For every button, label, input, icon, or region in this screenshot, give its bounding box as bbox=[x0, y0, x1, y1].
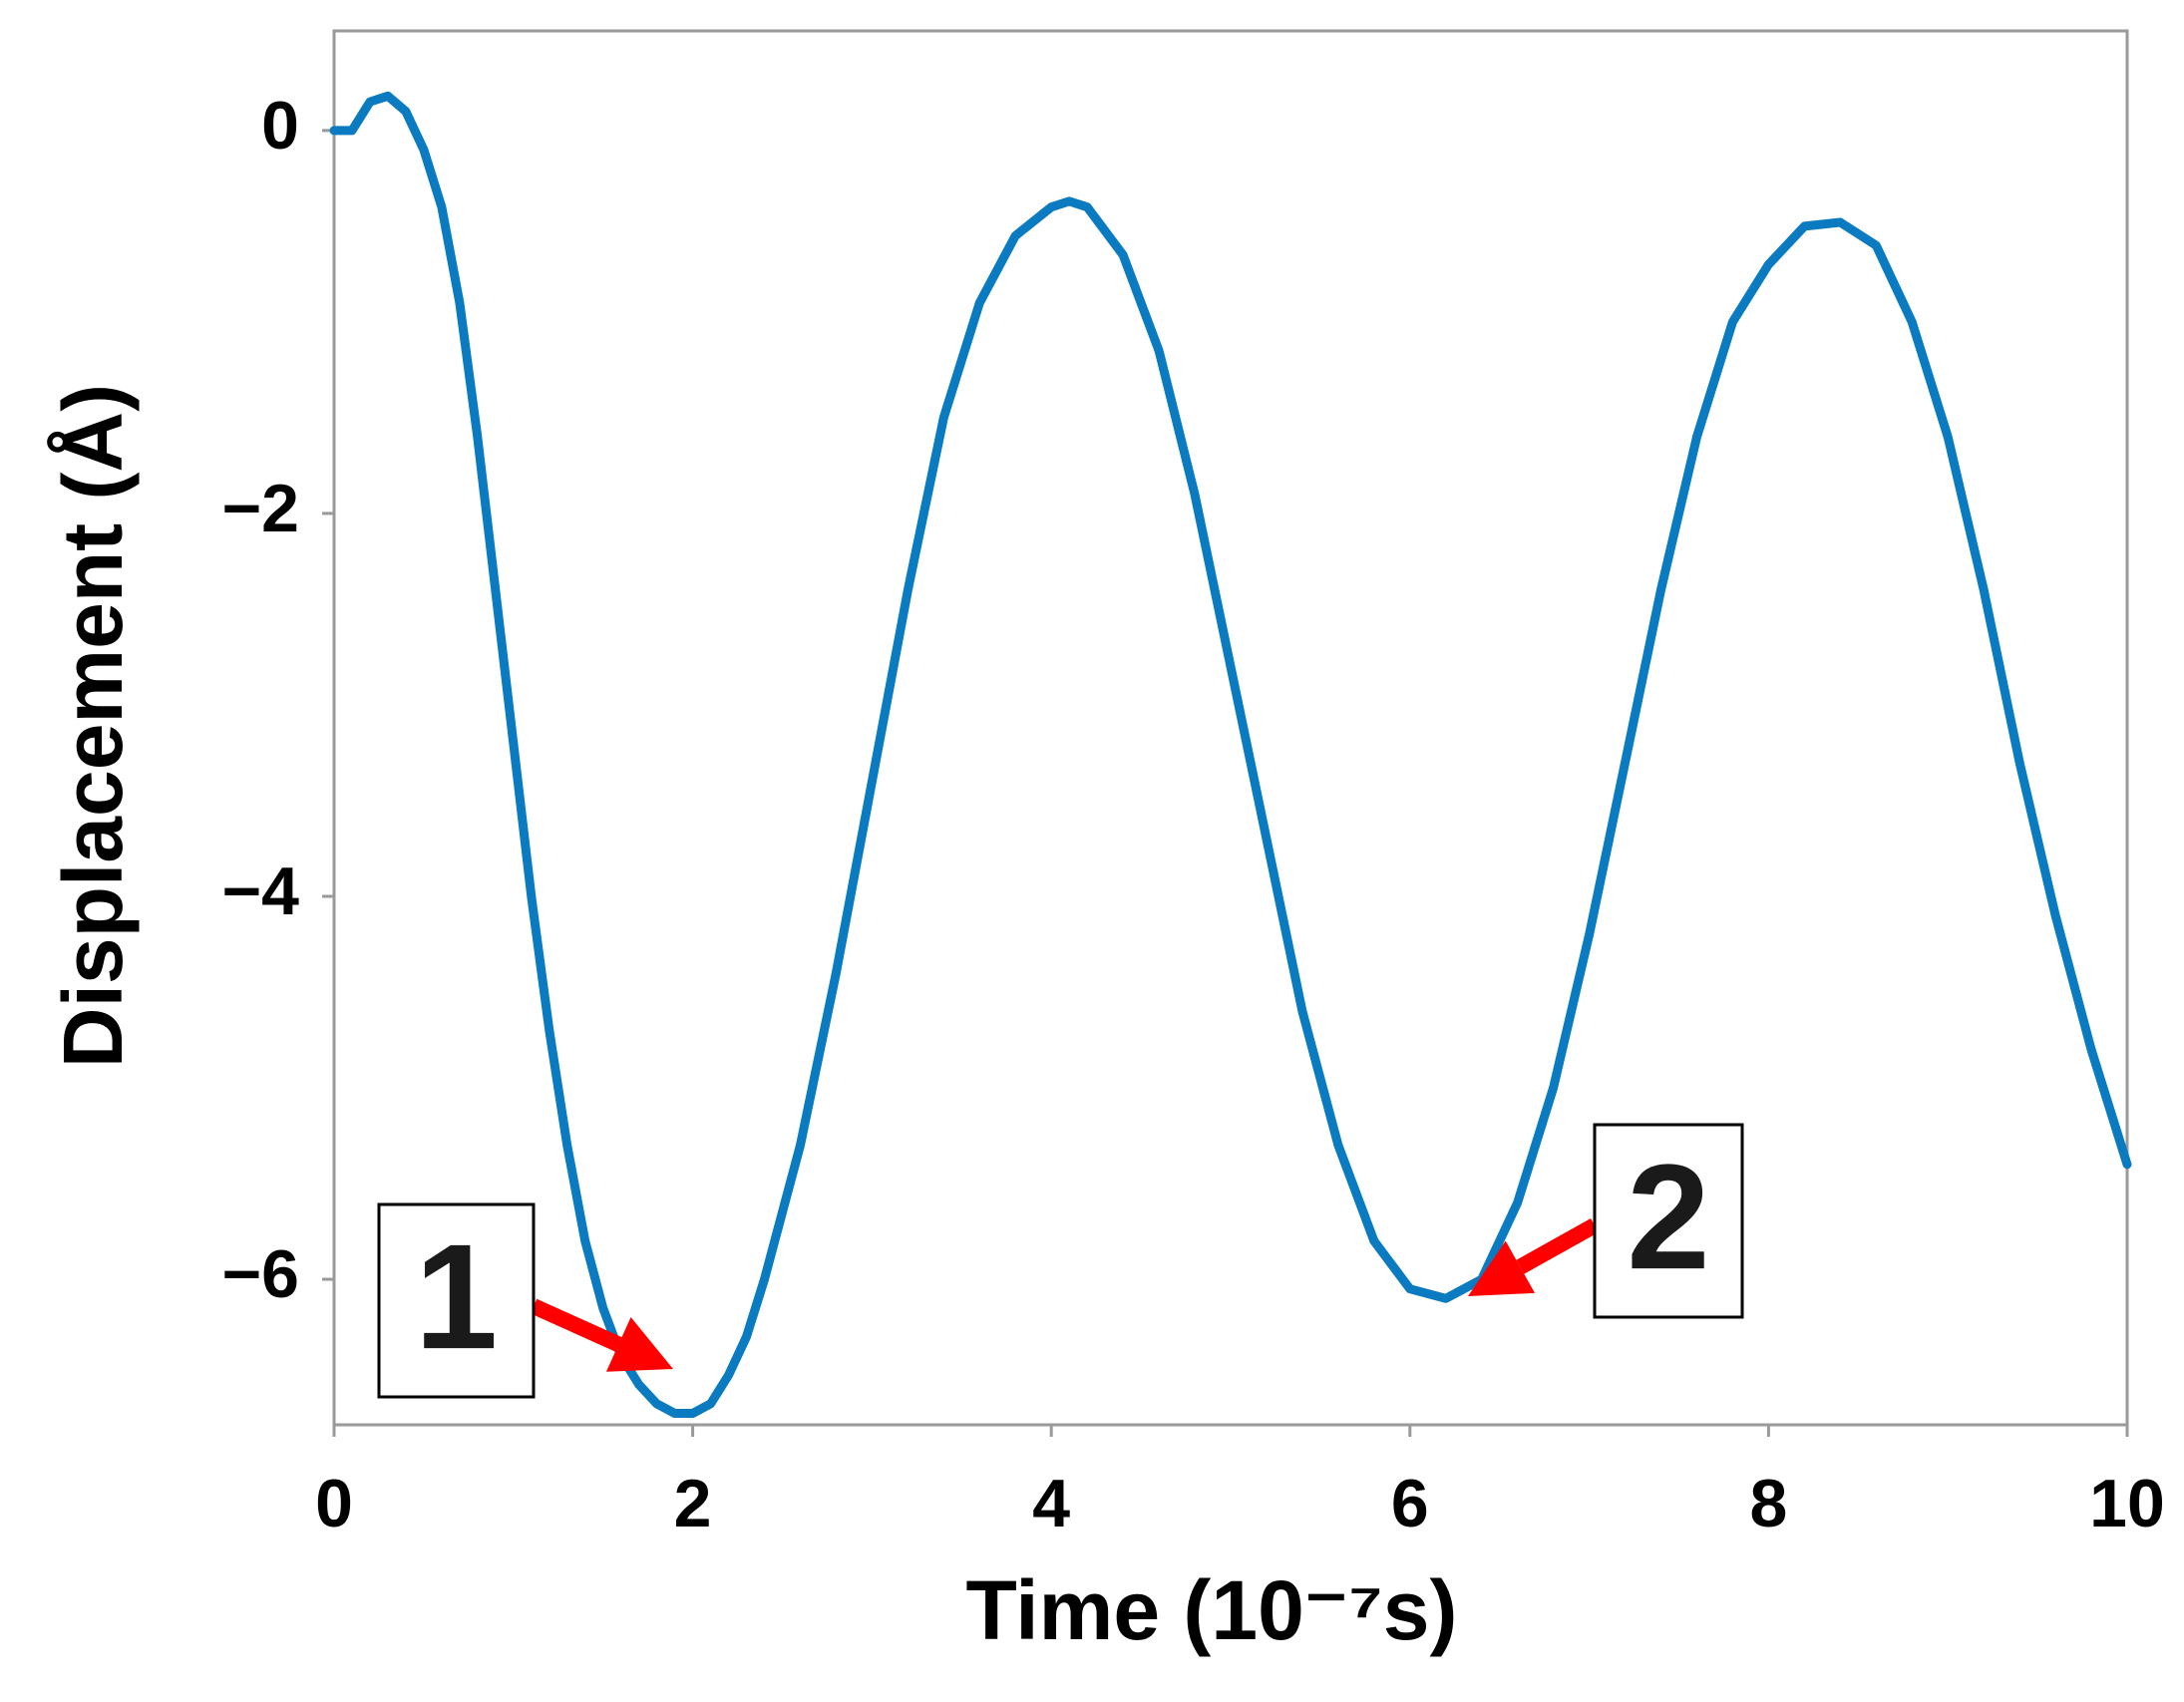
annotation-arrow bbox=[1516, 1218, 1599, 1274]
x-tick-label: 4 bbox=[1032, 1466, 1070, 1541]
annotation-arrowhead bbox=[605, 1317, 673, 1372]
annotation-arrowhead bbox=[1468, 1240, 1536, 1296]
plot-frame bbox=[332, 29, 2129, 1427]
x-tick-label: 6 bbox=[1391, 1466, 1429, 1541]
y-tick-label: −6 bbox=[221, 1236, 299, 1312]
x-axis-label: Time (10⁻⁷s) bbox=[966, 1563, 1458, 1657]
y-tick-label: −4 bbox=[221, 853, 299, 929]
annotation-box bbox=[377, 1202, 536, 1399]
y-tick-label: 0 bbox=[261, 88, 299, 164]
x-tick-label: 0 bbox=[315, 1466, 353, 1541]
y-axis-label: Displacement (Å) bbox=[46, 384, 140, 1068]
x-tick-label: 2 bbox=[674, 1466, 712, 1541]
x-tick-label: 8 bbox=[1749, 1466, 1787, 1541]
annotation-label: 1 bbox=[415, 1212, 498, 1380]
annotation-box bbox=[1593, 1123, 1744, 1319]
y-tick-label: −2 bbox=[221, 471, 299, 546]
x-tick-label: 10 bbox=[2089, 1466, 2165, 1541]
annotation-label: 2 bbox=[1627, 1133, 1709, 1300]
annotation-arrow bbox=[530, 1298, 622, 1352]
data-line bbox=[329, 91, 2132, 1418]
